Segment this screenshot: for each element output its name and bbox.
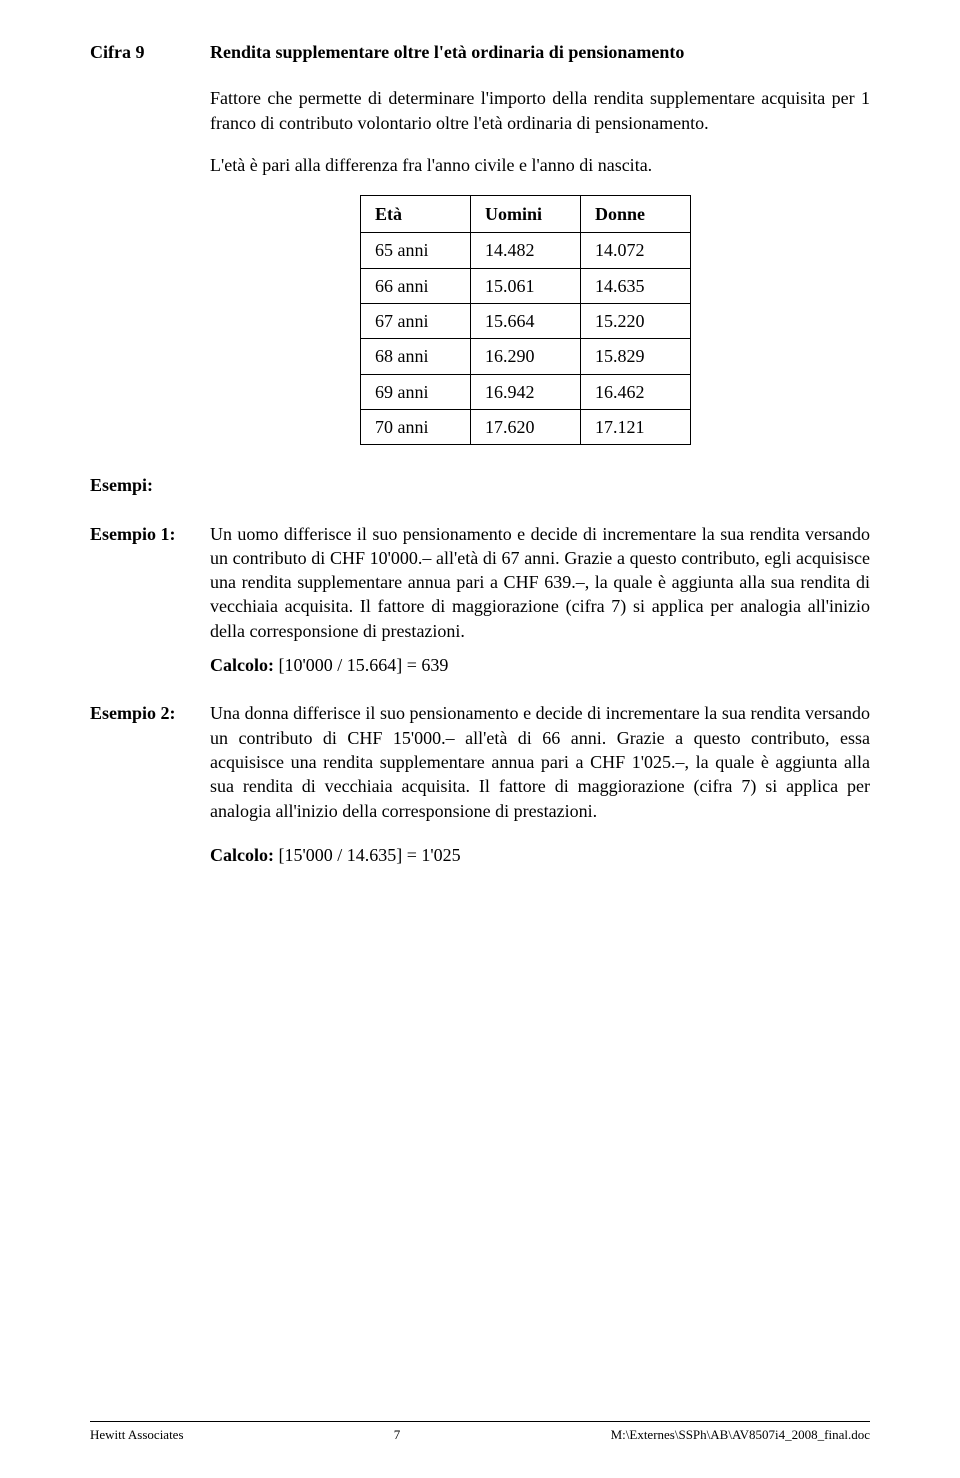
cell-donne: 16.462 — [581, 374, 691, 409]
calc-label: Calcolo: — [210, 655, 274, 675]
esempio-2-body: Una donna differisce il suo pensionament… — [210, 701, 870, 867]
page-footer: Hewitt Associates 7 M:\Externes\SSPh\AB\… — [90, 1421, 870, 1444]
calc-label: Calcolo: — [210, 845, 274, 865]
col-header-eta: Età — [361, 196, 471, 233]
esempio-1-calc: Calcolo: [10'000 / 15.664] = 639 — [210, 653, 870, 677]
cell-eta: 68 anni — [361, 339, 471, 374]
cifra-label: Cifra 9 — [90, 40, 210, 64]
table-row: 69 anni 16.942 16.462 — [361, 374, 691, 409]
cell-donne: 15.220 — [581, 304, 691, 339]
esempio-1-label: Esempio 1: — [90, 522, 210, 678]
cell-donne: 17.121 — [581, 409, 691, 444]
cell-donne: 14.635 — [581, 268, 691, 303]
cell-uomini: 14.482 — [471, 233, 581, 268]
col-header-donne: Donne — [581, 196, 691, 233]
table-row: 70 anni 17.620 17.121 — [361, 409, 691, 444]
esempio-2-text: Una donna differisce il suo pensionament… — [210, 703, 870, 820]
footer-left: Hewitt Associates — [90, 1426, 184, 1444]
table-row: 66 anni 15.061 14.635 — [361, 268, 691, 303]
intro-paragraph-2: L'età è pari alla differenza fra l'anno … — [210, 153, 870, 177]
table-row: 65 anni 14.482 14.072 — [361, 233, 691, 268]
footer-page-number: 7 — [184, 1426, 611, 1444]
cell-uomini: 16.290 — [471, 339, 581, 374]
intro-paragraph-1: Fattore che permette di determinare l'im… — [210, 86, 870, 135]
cell-donne: 15.829 — [581, 339, 691, 374]
cell-uomini: 17.620 — [471, 409, 581, 444]
cell-uomini: 16.942 — [471, 374, 581, 409]
cell-eta: 70 anni — [361, 409, 471, 444]
table-header-row: Età Uomini Donne — [361, 196, 691, 233]
cell-eta: 66 anni — [361, 268, 471, 303]
esempi-heading-block: Esempi: — [90, 473, 870, 497]
section-header: Cifra 9 Rendita supplementare oltre l'et… — [90, 40, 870, 64]
esempio-2-label: Esempio 2: — [90, 701, 210, 867]
calc-expression: [10'000 / 15.664] = 639 — [278, 655, 448, 675]
esempio-1-block: Esempio 1: Un uomo differisce il suo pen… — [90, 522, 870, 678]
cell-uomini: 15.664 — [471, 304, 581, 339]
esempio-2-calc: Calcolo: [15'000 / 14.635] = 1'025 — [210, 843, 870, 867]
table-row: 67 anni 15.664 15.220 — [361, 304, 691, 339]
esempio-1-body: Un uomo differisce il suo pensionamento … — [210, 522, 870, 678]
cell-donne: 14.072 — [581, 233, 691, 268]
esempio-2-block: Esempio 2: Una donna differisce il suo p… — [90, 701, 870, 867]
factor-table: Età Uomini Donne 65 anni 14.482 14.072 6… — [360, 195, 691, 445]
cell-eta: 67 anni — [361, 304, 471, 339]
calc-expression: [15'000 / 14.635] = 1'025 — [278, 845, 460, 865]
cifra-title: Rendita supplementare oltre l'età ordina… — [210, 40, 684, 64]
esempi-label: Esempi: — [90, 473, 210, 497]
factor-table-wrap: Età Uomini Donne 65 anni 14.482 14.072 6… — [360, 195, 870, 445]
cell-eta: 69 anni — [361, 374, 471, 409]
cell-eta: 65 anni — [361, 233, 471, 268]
col-header-uomini: Uomini — [471, 196, 581, 233]
table-row: 68 anni 16.290 15.829 — [361, 339, 691, 374]
footer-right: M:\Externes\SSPh\AB\AV8507i4_2008_final.… — [611, 1426, 870, 1444]
esempio-1-text: Un uomo differisce il suo pensionamento … — [210, 524, 870, 641]
cell-uomini: 15.061 — [471, 268, 581, 303]
